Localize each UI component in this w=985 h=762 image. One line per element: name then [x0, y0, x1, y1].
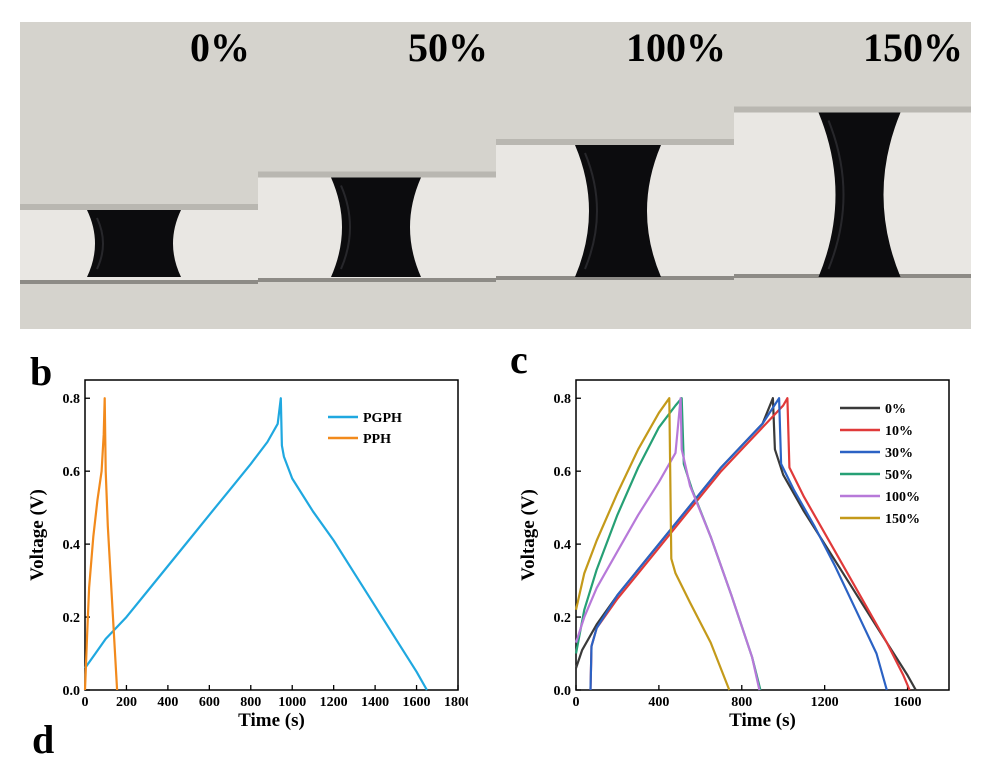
strain-label: 0%: [190, 25, 250, 70]
series-line-50%: [574, 397, 762, 691]
gel-highlight: [584, 152, 598, 270]
y-tick-label: 0.4: [554, 538, 572, 553]
photo-svg: [20, 22, 258, 329]
y-tick-label: 0.0: [63, 684, 81, 699]
strain-label: 50%: [408, 25, 488, 70]
x-tick-label: 400: [157, 695, 178, 710]
legend-label: 30%: [885, 446, 913, 461]
gel-highlight: [96, 217, 104, 270]
x-tick-label: 0: [573, 695, 580, 710]
photo-2: 50%: [258, 22, 496, 329]
y-axis-label: Voltage (V): [518, 489, 539, 581]
lower-plate-edge: [258, 278, 496, 282]
lower-plate-edge: [496, 276, 734, 280]
x-axis-label: Time (s): [729, 710, 796, 731]
x-tick-label: 1200: [811, 695, 839, 710]
lower-plate: [258, 278, 496, 329]
x-tick-label: 1000: [278, 695, 306, 710]
lower-plate: [20, 280, 258, 329]
x-tick-label: 1600: [894, 695, 922, 710]
plot-frame: [84, 379, 459, 691]
lower-plate-edge: [20, 280, 258, 284]
legend-label: PGPH: [363, 411, 402, 426]
upper-plate-edge: [734, 106, 971, 113]
hydrogel-sample: [575, 145, 661, 277]
photo-svg: [258, 22, 496, 329]
series-line-150%: [574, 397, 731, 691]
plot-frame: [575, 379, 950, 691]
upper-plate-edge: [20, 204, 258, 210]
x-tick-label: 800: [731, 695, 752, 710]
legend-label: 150%: [885, 512, 920, 527]
hydrogel-sample: [87, 210, 181, 277]
y-tick-label: 0.6: [63, 465, 81, 480]
y-tick-label: 0.8: [554, 392, 572, 407]
x-tick-label: 1400: [361, 695, 389, 710]
x-tick-label: 1200: [320, 695, 348, 710]
strain-label: 150%: [863, 25, 963, 70]
upper-plate-edge: [258, 171, 496, 178]
upper-plate: [20, 22, 258, 204]
y-tick-label: 0.8: [63, 392, 81, 407]
legend-label: 100%: [885, 490, 920, 505]
upper-plate-edge: [496, 139, 734, 145]
series-line-100%: [574, 397, 761, 691]
x-tick-label: 200: [116, 695, 137, 710]
y-axis-label: Voltage (V): [27, 489, 48, 581]
legend-label: 50%: [885, 468, 913, 483]
legend-label: 10%: [885, 424, 913, 439]
y-tick-label: 0.6: [554, 465, 572, 480]
panel-label-d: d: [32, 717, 55, 762]
gel-highlight: [827, 120, 845, 270]
series-line-10%: [589, 397, 911, 691]
x-tick-label: 400: [648, 695, 669, 710]
photo-1: 0%: [20, 22, 258, 329]
lower-plate: [734, 274, 971, 329]
y-tick-label: 0.2: [63, 611, 81, 626]
x-tick-label: 1600: [403, 695, 431, 710]
panel-label-c: c: [510, 337, 528, 382]
y-tick-label: 0.4: [63, 538, 81, 553]
gel-highlight: [340, 185, 351, 270]
x-tick-label: 0: [82, 695, 89, 710]
photo-svg: [496, 22, 734, 329]
panel-label-b: b: [30, 349, 53, 394]
strain-label: 100%: [626, 25, 726, 70]
upper-plate: [734, 22, 971, 107]
lower-plate: [496, 276, 734, 329]
series-line-30%: [589, 397, 888, 691]
hydrogel-sample: [331, 177, 421, 277]
y-tick-label: 0.2: [554, 611, 572, 626]
y-tick-label: 0.0: [554, 684, 572, 699]
legend-label: 0%: [885, 402, 906, 417]
x-tick-label: 600: [199, 695, 220, 710]
x-axis-label: Time (s): [238, 710, 305, 731]
x-tick-label: 800: [240, 695, 261, 710]
upper-plate: [258, 22, 496, 172]
photo-svg: [734, 22, 971, 329]
chart-c: 0 400 800 1200 1600 0.0 0.2 0.4 0.6 0.8 Time (s) Vo…: [518, 379, 950, 731]
series-line-PGPH: [84, 397, 428, 691]
photo-3: 100%: [496, 22, 734, 329]
legend-label: PPH: [363, 432, 391, 447]
series-line-PPH: [83, 397, 119, 691]
photo-4: 150%: [734, 22, 971, 329]
upper-plate: [496, 22, 734, 139]
